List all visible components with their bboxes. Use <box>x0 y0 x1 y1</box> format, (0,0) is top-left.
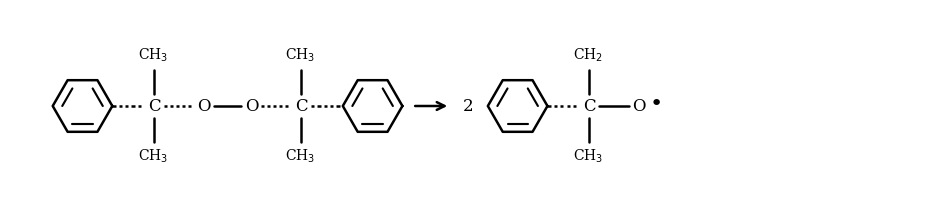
Text: C: C <box>582 98 595 114</box>
Text: C: C <box>294 98 307 114</box>
Text: 2: 2 <box>462 98 472 114</box>
Text: •: • <box>650 94 663 114</box>
Text: CH$_3$: CH$_3$ <box>285 148 315 165</box>
Text: CH$_3$: CH$_3$ <box>137 47 168 64</box>
Text: O: O <box>631 98 645 114</box>
Text: CH$_3$: CH$_3$ <box>285 47 315 64</box>
Text: CH$_3$: CH$_3$ <box>573 148 602 165</box>
Text: O: O <box>244 98 258 114</box>
Text: CH$_2$: CH$_2$ <box>573 47 602 64</box>
Text: O: O <box>197 98 211 114</box>
Text: CH$_3$: CH$_3$ <box>137 148 168 165</box>
Text: C: C <box>148 98 161 114</box>
